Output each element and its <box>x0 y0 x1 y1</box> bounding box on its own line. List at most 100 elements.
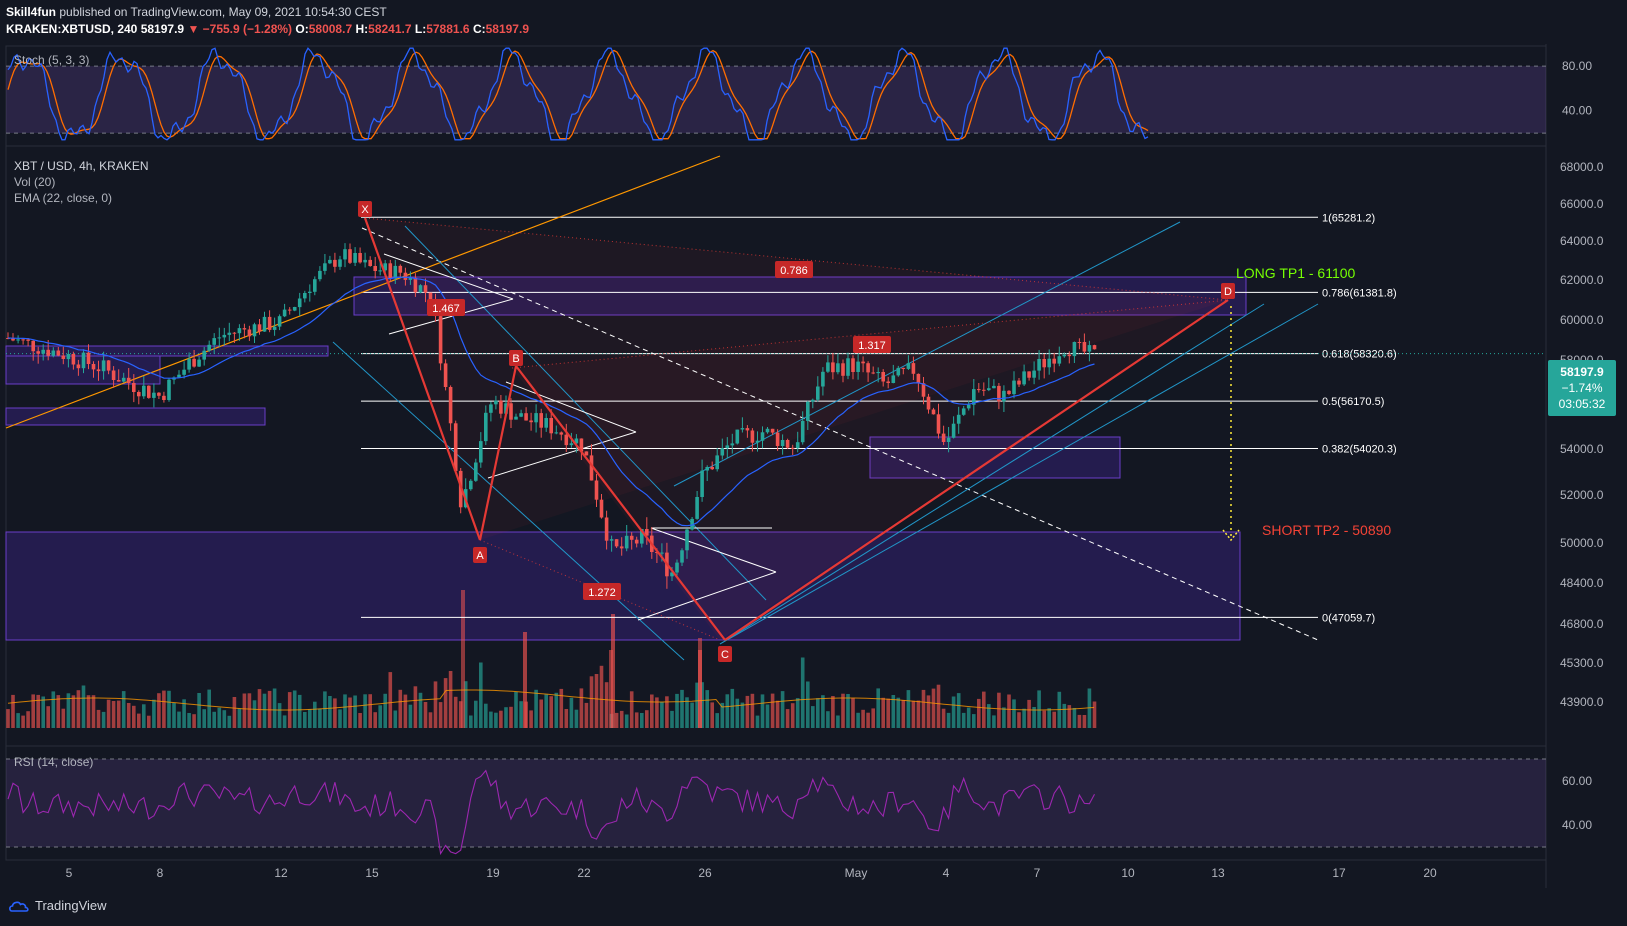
candle-body <box>634 539 639 544</box>
candle-body <box>509 403 513 420</box>
main-legend-title[interactable]: XBT / USD, 4h, KRAKEN <box>14 159 149 173</box>
candle-body <box>1012 380 1016 395</box>
candle-body <box>423 285 428 293</box>
stoch-pane <box>6 46 1546 142</box>
candle-body <box>936 414 941 434</box>
ratio-label: 1.317 <box>858 340 886 352</box>
volume-bar <box>51 691 56 728</box>
open-label: O: <box>295 22 309 36</box>
volume-bar <box>549 696 553 728</box>
candle-body <box>574 438 579 444</box>
volume-bar <box>282 715 287 728</box>
candle-body <box>861 361 865 364</box>
candle-body <box>167 379 171 400</box>
volume-bar <box>946 712 951 728</box>
time-tick-label: 17 <box>1332 866 1346 880</box>
tradingview-logo[interactable]: TradingView <box>8 898 107 913</box>
author-name[interactable]: Skill4fun <box>6 5 57 19</box>
candle-body <box>277 316 282 327</box>
candle-body <box>740 428 745 430</box>
stochastic-indicator <box>6 47 1546 141</box>
candle-body <box>624 535 629 549</box>
volume-bar <box>313 701 317 728</box>
candle-body <box>851 358 855 372</box>
candle-body <box>378 270 382 272</box>
candle-body <box>640 529 644 544</box>
volume-bar <box>393 710 398 728</box>
candle-body <box>262 316 267 332</box>
volume-bar <box>484 703 488 728</box>
candle-body <box>972 389 976 405</box>
candle-body <box>1037 359 1041 371</box>
volume-bar <box>368 694 372 728</box>
candle-body <box>292 307 297 311</box>
candle-body <box>363 259 367 263</box>
price-tick-label: 52000.0 <box>1560 488 1604 502</box>
candle-body <box>499 400 503 414</box>
candle-body <box>997 385 1001 402</box>
candle-body <box>1092 345 1097 350</box>
pattern-leg-BC <box>515 365 726 641</box>
volume-bar <box>956 693 961 728</box>
volume-bar <box>1022 708 1026 728</box>
pattern-leg-CD <box>724 299 1229 641</box>
chart-canvas[interactable]: 1(65281.2) 0.786(61381.8) 0.618(58320.6) 0.… <box>0 42 1627 890</box>
candle-body <box>443 363 448 387</box>
fib-level-label: 0(47059.7) <box>1322 612 1375 624</box>
high-label: H: <box>355 22 369 36</box>
volume-bar <box>614 712 619 728</box>
pattern-shade-bcd <box>512 300 1228 640</box>
candle-body <box>609 539 614 541</box>
volume-bar <box>101 711 106 728</box>
volume-spike <box>461 590 465 728</box>
candle-body <box>388 263 393 279</box>
candle-body <box>906 363 911 369</box>
candle-body <box>534 413 538 423</box>
rsi-tick-label: 60.00 <box>1562 774 1592 788</box>
volume-bar <box>272 688 277 728</box>
candle-body <box>519 413 523 417</box>
price-tick-label: 48400.0 <box>1560 576 1604 590</box>
volume-bar <box>569 697 574 728</box>
candle-body <box>926 396 931 410</box>
volume-bar <box>147 715 151 728</box>
fib-level-label: 1(65281.2) <box>1322 212 1375 224</box>
candle-body <box>725 445 730 449</box>
candle-body <box>504 403 508 414</box>
volume-bar <box>348 697 352 728</box>
candle-body <box>137 392 141 397</box>
volume-bar <box>182 699 186 728</box>
symbol-label[interactable]: KRAKEN:XBTUSD, 240 <box>6 22 138 36</box>
candle-body <box>383 263 387 271</box>
candle-body <box>46 349 50 356</box>
candle-body <box>886 381 890 383</box>
candle-body <box>111 370 116 380</box>
vol-legend[interactable]: Vol (20) <box>14 175 55 189</box>
volume-bar <box>745 695 750 728</box>
candle-body <box>775 432 780 446</box>
volume-bar <box>237 708 242 728</box>
candle-body <box>1047 358 1051 368</box>
rsi-legend[interactable]: RSI (14, close) <box>14 755 93 769</box>
badge-change: −1.74% <box>1561 381 1602 395</box>
candle-body <box>247 329 252 337</box>
candle-body <box>755 440 760 443</box>
price-tick-label: 66000.0 <box>1560 197 1604 211</box>
candle-body <box>514 416 518 420</box>
price-tick-label: 62000.0 <box>1560 273 1604 287</box>
candle-body <box>710 467 714 470</box>
volume-bar <box>207 689 211 728</box>
pattern-leg-AB <box>478 365 518 541</box>
ema-legend[interactable]: EMA (22, close, 0) <box>14 191 112 205</box>
volume-bar <box>589 676 594 728</box>
candle-body <box>946 437 951 442</box>
candle-body <box>599 499 604 518</box>
volume-bar <box>911 700 916 728</box>
volume-bar <box>162 690 166 728</box>
candle-body <box>373 266 377 271</box>
volume-bar <box>16 713 20 728</box>
volume-bar <box>443 678 448 728</box>
stoch-legend[interactable]: Stoch (5, 3, 3) <box>14 53 89 67</box>
pattern-point-badge-A <box>473 547 487 563</box>
time-tick-label: 20 <box>1423 866 1437 880</box>
